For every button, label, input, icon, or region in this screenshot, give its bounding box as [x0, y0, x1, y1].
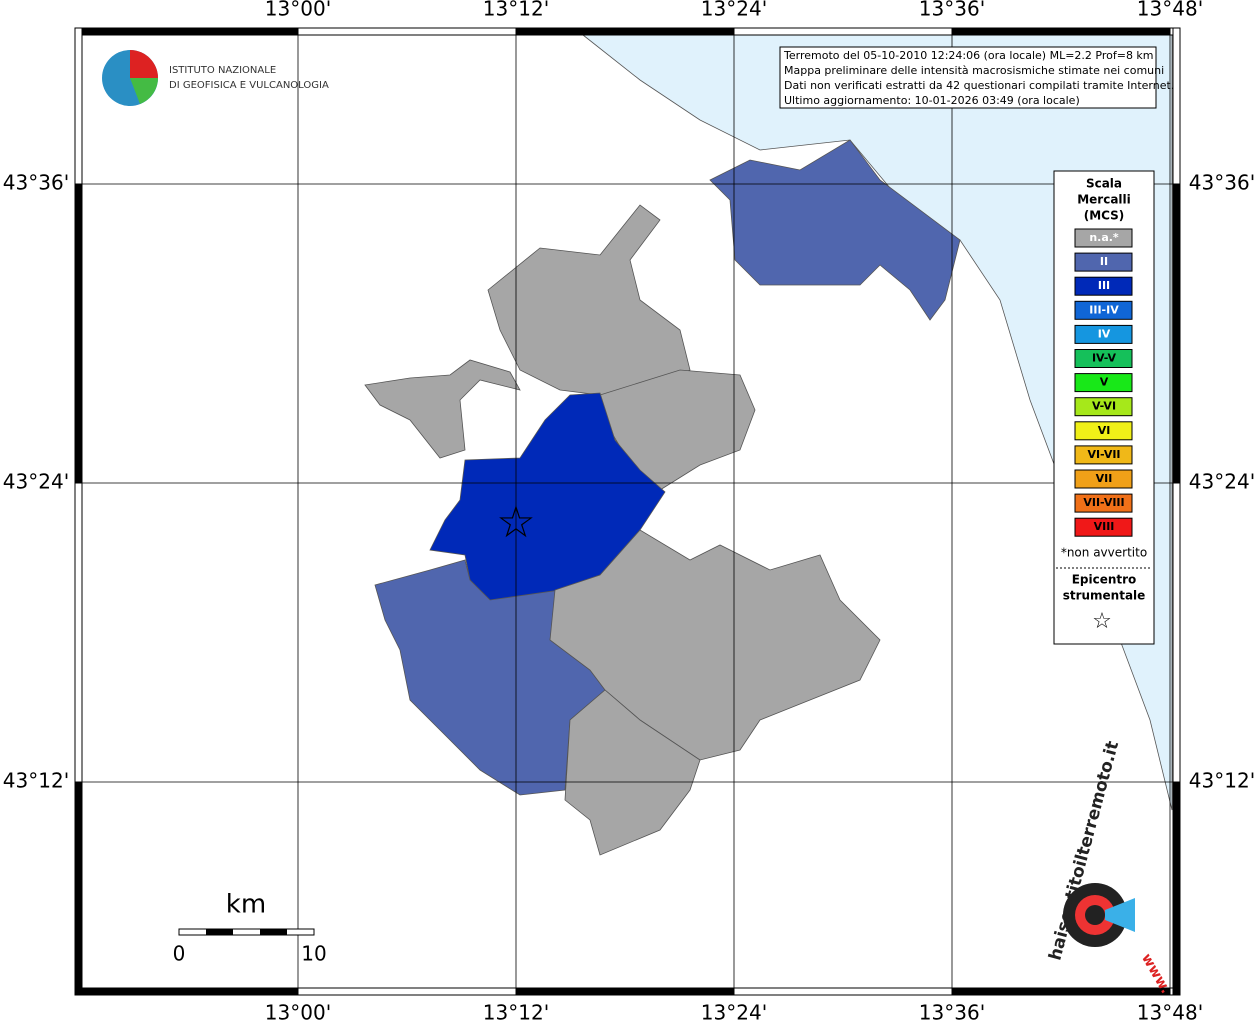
info-text: Terremoto del 05-10-2010 12:24:06 (ora l… — [783, 49, 1174, 107]
info-line: Terremoto del 05-10-2010 12:24:06 (ora l… — [783, 49, 1154, 62]
lat-label: 43°24' — [1189, 470, 1255, 494]
lon-label: 13°00' — [265, 1001, 331, 1025]
legend: ScalaMercalli(MCS)n.a.*IIIIIIII-IVIVIV-V… — [1056, 177, 1152, 634]
region — [709, 139, 961, 321]
scale-bar-seg — [260, 929, 287, 935]
border-seg — [74, 183, 83, 484]
legend-swatch — [1074, 469, 1133, 489]
legend-label: V-VI — [1092, 400, 1116, 413]
legend-title: Scala — [1086, 177, 1122, 191]
logo-text: DI GEOFISICA E VULCANOLOGIA — [169, 80, 329, 91]
info-line: Mappa preliminare delle intensità macros… — [784, 64, 1164, 77]
legend-label: V — [1100, 376, 1109, 389]
regions — [364, 139, 961, 856]
border-seg — [74, 482, 83, 783]
sea — [581, 34, 1173, 811]
legend-label: III — [1098, 279, 1110, 292]
lon-label: 13°24' — [701, 1001, 767, 1025]
border-seg — [297, 27, 517, 36]
region — [487, 204, 691, 396]
border-seg — [74, 781, 83, 996]
border-seg — [1172, 27, 1181, 185]
legend-label: III-IV — [1089, 303, 1119, 316]
legend-swatch — [1074, 349, 1133, 368]
logo-text: ISTITUTO NAZIONALE — [169, 65, 276, 76]
legend-title: (MCS) — [1084, 209, 1125, 223]
lon-label: 13°48' — [1137, 0, 1203, 21]
lon-label: 13°12' — [483, 1001, 549, 1025]
map-border — [74, 27, 1181, 996]
info-line: Dati non verificati estratti da 42 quest… — [784, 79, 1174, 92]
legend-label: II — [1100, 255, 1108, 268]
scale-unit: km — [226, 890, 266, 920]
legend-swatch — [1074, 300, 1133, 320]
scale-bar: km 0 10 — [173, 890, 327, 966]
border-seg — [297, 987, 517, 996]
lat-label: 43°12' — [1189, 769, 1255, 793]
graticule — [75, 28, 1180, 995]
legend-star: ☆ — [1092, 609, 1112, 634]
region — [364, 359, 521, 459]
border-seg — [1172, 781, 1181, 996]
lon-label: 13°12' — [483, 0, 549, 21]
region — [564, 689, 701, 856]
legend-swatch — [1074, 445, 1133, 465]
legend-swatch — [1074, 421, 1133, 441]
legend-label: VI-VII — [1087, 448, 1120, 461]
scale-bar-seg — [206, 929, 233, 935]
legend-label: VII — [1096, 472, 1113, 485]
info-box — [779, 46, 1157, 109]
border-seg — [951, 27, 1171, 36]
site-logo-ring — [1085, 905, 1105, 925]
lat-label: 43°24' — [3, 470, 69, 494]
lon-label: 13°24' — [701, 0, 767, 21]
legend-swatch — [1074, 252, 1133, 272]
lat-label: 43°12' — [3, 769, 69, 793]
border-seg — [74, 27, 299, 36]
border-seg — [515, 987, 735, 996]
legend-label: n.a.* — [1089, 231, 1119, 244]
scale-start: 0 — [173, 942, 186, 966]
legend-swatch — [1074, 517, 1133, 537]
logo-globe-part — [130, 78, 158, 104]
legend-epicenter: Epicentro — [1072, 573, 1137, 587]
legend-swatch — [1074, 493, 1133, 513]
lon-label: 13°48' — [1137, 1001, 1203, 1025]
epicenter-star: ☆ — [496, 497, 535, 548]
legend-swatch — [1074, 397, 1133, 417]
legend-label: VII-VIII — [1083, 496, 1124, 509]
legend-label: IV — [1098, 327, 1111, 340]
border-seg — [1172, 183, 1181, 484]
border-seg — [1172, 482, 1181, 783]
legend-epicenter: strumentale — [1063, 589, 1146, 603]
border-seg — [951, 987, 1171, 996]
border-seg — [515, 27, 735, 36]
legend-swatch — [1074, 324, 1133, 344]
scale-end: 10 — [301, 942, 326, 966]
info-line: Ultimo aggiornamento: 10-01-2026 03:49 (… — [784, 94, 1080, 107]
border-seg — [74, 27, 83, 185]
logo-globe-part — [130, 50, 158, 78]
legend-label: VI — [1098, 424, 1111, 437]
lat-label: 43°36' — [1189, 171, 1255, 195]
border-seg — [74, 987, 299, 996]
site-logo-horn — [1105, 898, 1135, 932]
legend-title: Mercalli — [1077, 193, 1131, 207]
lat-label: 43°36' — [3, 171, 69, 195]
lon-label: 13°36' — [919, 1001, 985, 1025]
border-seg — [733, 987, 953, 996]
legend-swatch — [1074, 373, 1133, 393]
legend-label: VIII — [1094, 520, 1115, 533]
lon-label: 13°00' — [265, 0, 331, 21]
scale-bar-frame — [178, 928, 315, 936]
legend-note: *non avvertito — [1061, 546, 1147, 560]
legend-swatch — [1074, 228, 1133, 248]
legend-swatch — [1074, 276, 1133, 296]
legend-label: IV-V — [1092, 352, 1117, 365]
border-seg — [733, 27, 953, 36]
lon-label: 13°36' — [919, 0, 985, 21]
